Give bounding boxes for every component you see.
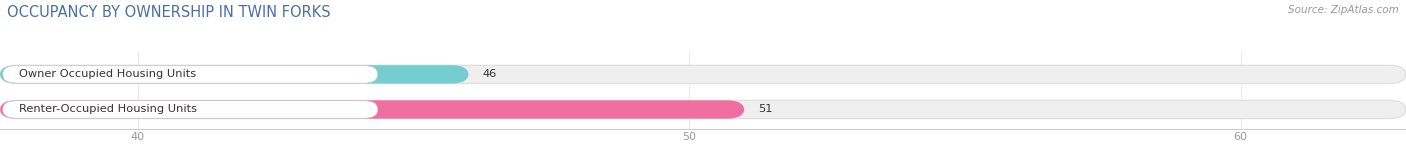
Text: 46: 46 — [482, 69, 496, 79]
Text: 51: 51 — [758, 104, 773, 114]
Text: Owner Occupied Housing Units: Owner Occupied Housing Units — [20, 69, 197, 79]
FancyBboxPatch shape — [3, 101, 378, 118]
FancyBboxPatch shape — [0, 100, 744, 119]
FancyBboxPatch shape — [0, 65, 1406, 84]
Text: Renter-Occupied Housing Units: Renter-Occupied Housing Units — [20, 104, 197, 114]
FancyBboxPatch shape — [0, 65, 468, 84]
FancyBboxPatch shape — [0, 100, 1406, 119]
Text: Source: ZipAtlas.com: Source: ZipAtlas.com — [1288, 5, 1399, 15]
FancyBboxPatch shape — [3, 66, 378, 83]
Text: OCCUPANCY BY OWNERSHIP IN TWIN FORKS: OCCUPANCY BY OWNERSHIP IN TWIN FORKS — [7, 5, 330, 20]
